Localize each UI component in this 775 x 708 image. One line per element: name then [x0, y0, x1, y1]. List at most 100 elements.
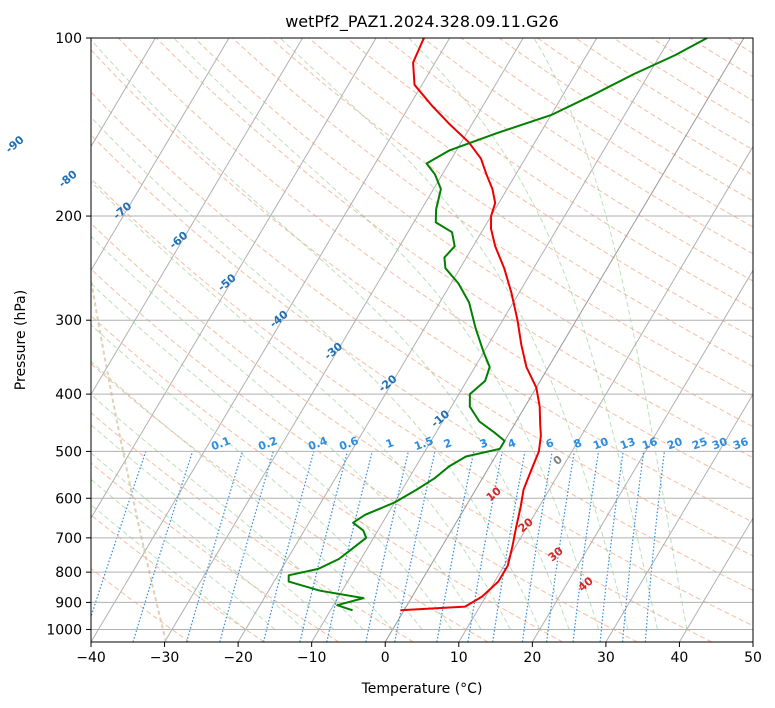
dry-adiabat-line	[575, 38, 753, 151]
dry-adiabat-line	[460, 38, 753, 228]
isotherm-line	[678, 517, 753, 642]
moist-adiabat-line	[91, 39, 570, 630]
mixing-ratio-label: 16	[640, 435, 659, 453]
x-tick-label: 10	[450, 650, 468, 666]
y-tick-label: 600	[55, 491, 82, 507]
dry-adiabat-line	[270, 38, 753, 368]
moist-adiabat-line	[279, 38, 629, 630]
isotherm-line	[91, 38, 451, 642]
mixing-ratio-label: 30	[710, 435, 729, 453]
isotherm-line	[384, 38, 745, 642]
dry-adiabat-line	[194, 38, 753, 428]
temperature-line	[400, 38, 542, 612]
mixing-ratio-line	[186, 451, 244, 642]
dewpoint-line	[287, 38, 708, 612]
mixing-ratio-label: 0.2	[256, 434, 279, 453]
mixing-ratio-line	[365, 451, 409, 642]
sounding-profiles	[287, 38, 708, 612]
x-axis-label: Temperature (°C)	[361, 681, 483, 697]
plot-frame	[90, 37, 754, 643]
mixing-ratio-label: 0.1	[209, 434, 232, 453]
mixing-ratio-line	[546, 451, 575, 642]
mixing-ratio-line	[622, 451, 645, 642]
y-tick-label: 700	[55, 531, 82, 547]
moist-adiabat-line	[91, 504, 246, 630]
dry-adiabat-line	[91, 178, 753, 627]
moist-adiabat-line	[533, 38, 688, 630]
mixing-ratio-label: 0.6	[337, 434, 360, 453]
dry-adiabat-line	[91, 268, 638, 642]
moist-adiabat-line	[91, 282, 452, 630]
y-axis-label: Pressure (hPa)	[13, 290, 29, 390]
isotherm-line	[91, 38, 156, 148]
isotherm-line	[311, 38, 671, 642]
decorative-curve	[91, 273, 167, 642]
mixing-ratio-label: 10	[591, 435, 610, 453]
isotherm-line	[91, 38, 304, 396]
moist-adiabat-line	[91, 235, 482, 630]
dry-adiabat-line	[499, 38, 753, 202]
mixing-ratio-label: 0.4	[306, 434, 329, 453]
background-lines	[91, 38, 753, 642]
mixing-ratio-line	[521, 451, 553, 642]
x-axis: −40 −30 −20 −10 0 10 20 30 40 50	[76, 642, 762, 666]
mixing-ratio-label: 8	[572, 436, 584, 451]
mixing-ratio-label: 2	[442, 436, 454, 451]
moist-adiabat-line	[173, 38, 600, 630]
y-tick-label: 200	[55, 209, 82, 225]
x-tick-label: 50	[744, 650, 762, 666]
mixing-ratio-line	[436, 451, 475, 642]
isobar-gridlines	[91, 38, 753, 630]
mixing-ratio-label: 20	[665, 435, 684, 453]
x-tick-label: 40	[671, 650, 689, 666]
isotherm-line	[91, 38, 230, 272]
mixing-ratio-line	[572, 451, 600, 642]
isotherm-line	[605, 393, 753, 642]
moist-adiabat-line	[91, 452, 305, 630]
isotherm-line	[531, 269, 753, 642]
dry-adiabat-line	[91, 412, 414, 642]
x-tick-label: 30	[597, 650, 615, 666]
mixing-ratio-label: 13	[618, 435, 637, 452]
isotherm-line	[458, 145, 753, 642]
y-tick-label: 400	[55, 387, 82, 403]
y-tick-label: 500	[55, 444, 82, 460]
y-tick-label: 800	[55, 565, 82, 581]
x-tick-label: 0	[381, 650, 390, 666]
moist-adiabat-line	[91, 478, 276, 630]
mixing-ratio-line	[219, 451, 274, 642]
isotherm-line	[164, 38, 524, 642]
dry-adiabat-line	[91, 462, 340, 642]
mixing-ratio-label: 25	[690, 435, 709, 452]
moist-adiabat-line	[408, 38, 658, 630]
mixing-ratio-label: 1	[384, 436, 396, 451]
dry-adiabat-line	[346, 38, 753, 310]
x-tick-label: 20	[523, 650, 541, 666]
isotherm-line	[237, 38, 598, 642]
dry-adiabat-line	[91, 91, 753, 557]
y-tick-label: 100	[55, 31, 82, 47]
mixing-ratio-line	[644, 451, 665, 642]
dry-adiabat-line	[91, 222, 713, 642]
x-tick-label: −10	[297, 650, 327, 666]
mixing-ratio-line	[299, 451, 349, 642]
x-tick-label: −30	[150, 650, 180, 666]
mixing-ratio-line	[262, 451, 315, 642]
mixing-ratio-line	[492, 451, 526, 642]
moist-adiabat-line	[91, 180, 511, 630]
mixing-ratio-label: 4	[506, 436, 518, 451]
moist-adiabat-line	[91, 360, 394, 630]
moist-adiabat-line	[91, 393, 364, 630]
y-tick-label: 1000	[46, 622, 82, 638]
mixing-ratio-label: 36	[731, 435, 750, 453]
mixing-ratio-label: 3	[478, 436, 490, 451]
x-tick-label: −20	[223, 650, 253, 666]
mixing-ratio-label: 6	[544, 436, 556, 451]
dry-adiabat-line	[91, 315, 563, 642]
dry-adiabat-line	[91, 514, 265, 642]
moist-adiabat-line	[91, 116, 541, 630]
y-axis: 100 200 300 400 500 600 700 800 900 1000	[46, 31, 91, 638]
dry-adiabat-line	[91, 362, 489, 642]
y-tick-label: 900	[55, 595, 82, 611]
